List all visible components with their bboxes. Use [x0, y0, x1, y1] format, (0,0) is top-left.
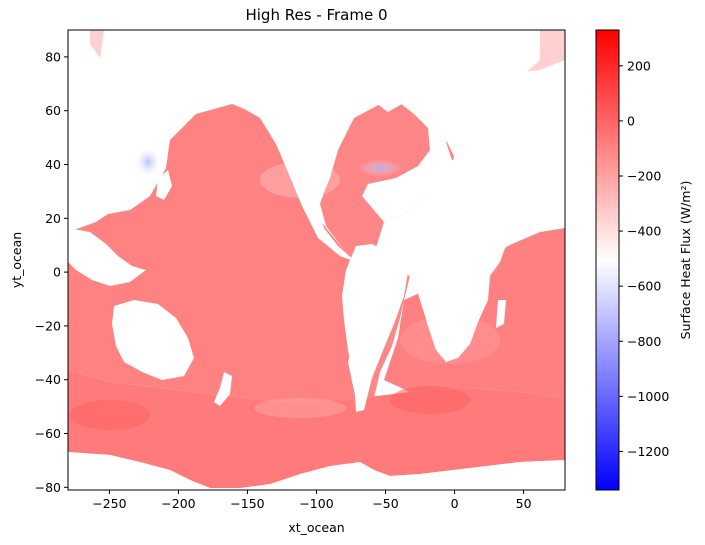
madagascar — [496, 300, 506, 328]
colorbar-label: Surface Heat Flux (W/m²) — [678, 181, 693, 340]
y-tick-label: −80 — [35, 480, 61, 495]
colorbar-tick-label: −400 — [627, 224, 661, 239]
maritime-se-asia — [68, 228, 146, 286]
australia — [112, 300, 194, 380]
x-tick-label: −250 — [92, 496, 126, 511]
colorbar-tick-label: −1000 — [627, 389, 669, 404]
chart-title: High Res - Frame 0 — [245, 6, 387, 24]
colorbar-tick-label: 200 — [627, 58, 651, 73]
x-axis-ticks: −250 −200 −150 −100 −50 0 50 — [92, 490, 532, 511]
y-tick-label: −20 — [35, 318, 61, 333]
y-tick-label: 60 — [45, 103, 61, 118]
y-tick-label: 40 — [45, 157, 61, 172]
colorbar-tick-label: −800 — [627, 334, 661, 349]
eurasia — [90, 30, 548, 232]
y-tick-label: −60 — [35, 426, 61, 441]
new-zealand — [214, 372, 232, 406]
colorbar-ticks: −1200 −1000 −800 −600 −400 −200 0 200 — [619, 58, 669, 459]
x-tick-label: −50 — [372, 496, 398, 511]
y-tick-label: 0 — [53, 265, 61, 280]
x-tick-label: −200 — [161, 496, 195, 511]
x-axis-label: xt_ocean — [288, 520, 344, 535]
colorbar-tick-label: 0 — [627, 113, 635, 128]
landmasses — [68, 30, 565, 490]
y-tick-label: −40 — [35, 372, 61, 387]
x-tick-label: −150 — [230, 496, 264, 511]
north-america — [228, 66, 356, 262]
antarctica — [68, 452, 565, 490]
deep-red-patch-1 — [70, 400, 150, 430]
x-tick-label: 0 — [451, 496, 459, 511]
nw-pacific-blue — [136, 148, 160, 176]
arctic-islands — [300, 48, 488, 66]
south-america — [342, 244, 408, 412]
y-tick-label: 80 — [45, 49, 61, 64]
y-axis-ticks: −80 −60 −40 −20 0 20 40 60 80 — [35, 49, 68, 495]
colorbar — [595, 29, 620, 491]
colorbar-tick-label: −600 — [627, 279, 661, 294]
x-tick-label: −100 — [299, 496, 333, 511]
y-tick-label: 20 — [45, 211, 61, 226]
colorbar-tick-label: −1200 — [627, 444, 669, 459]
y-axis-label: yt_ocean — [9, 232, 24, 288]
africa — [376, 190, 508, 362]
japan — [156, 170, 172, 200]
x-tick-label: 50 — [516, 496, 532, 511]
pale-southern-patch — [254, 398, 346, 418]
deep-red-patch-2 — [390, 386, 470, 414]
nw-atlantic-blue — [358, 160, 402, 176]
colorbar-tick-label: −200 — [627, 168, 661, 183]
